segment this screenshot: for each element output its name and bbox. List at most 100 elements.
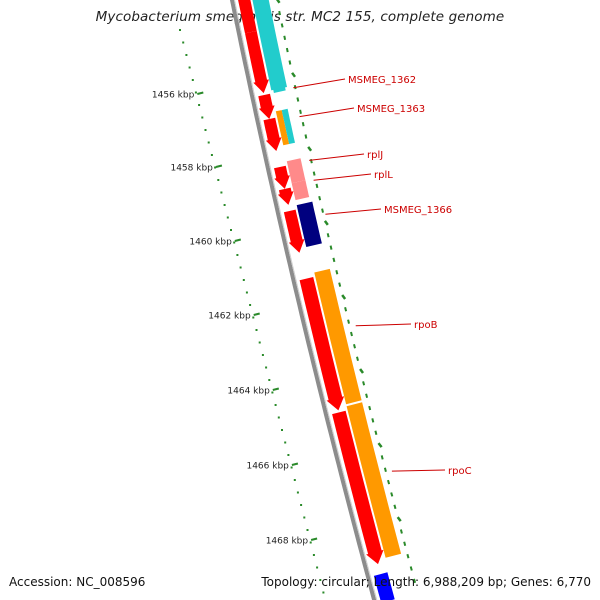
ruler-major-tick — [197, 91, 204, 95]
cds-feature-msmeg-1361[interactable] — [245, 30, 269, 94]
outer-tick — [387, 479, 391, 485]
outer-tick — [371, 418, 375, 423]
cds-feature-rpll[interactable] — [277, 187, 294, 205]
gene-leader-line — [391, 469, 446, 472]
genome-backbone-highlight — [234, 0, 378, 600]
orange-feature-rpob[interactable] — [314, 268, 362, 405]
outer-tick — [390, 492, 394, 497]
navy-feature-msmeg-1366[interactable] — [296, 201, 322, 247]
gene-leader-line — [313, 173, 372, 181]
outer-tick — [350, 331, 353, 337]
cds-feature-msmeg-1362[interactable] — [258, 93, 275, 119]
outer-tick — [383, 467, 387, 472]
ruler-dot — [230, 229, 232, 231]
outer-tick — [413, 578, 417, 584]
cds-feature-msmeg-1366[interactable] — [283, 209, 305, 253]
ruler-dot — [185, 54, 188, 56]
outer-tick — [338, 282, 342, 287]
outer-tick — [344, 307, 348, 312]
outer-tick — [406, 553, 410, 559]
ruler-major-tick — [272, 387, 280, 391]
ruler-dot — [223, 204, 226, 206]
ruler-major-tick — [234, 238, 242, 242]
gene-label[interactable]: rpoC — [448, 466, 472, 477]
blue-feature[interactable] — [373, 572, 395, 600]
cds-feature-msmeg-1363[interactable] — [263, 117, 282, 151]
rpll-feature[interactable] — [291, 180, 310, 201]
cyan-feature-msmeg-1363[interactable] — [281, 108, 295, 144]
map-title: Mycobacterium smegmatis str. MC2 155, co… — [95, 9, 505, 25]
outer-tick — [323, 220, 329, 226]
ruler-dot — [249, 304, 252, 306]
ruler-dot — [198, 104, 201, 106]
ruler-label: 1466 kbp — [246, 462, 289, 472]
ruler-dot — [296, 491, 299, 494]
orange-feature-msmeg-1363[interactable] — [275, 110, 290, 146]
ruler-dot — [220, 191, 223, 194]
ruler-dot — [182, 41, 185, 44]
gene-leader-line — [355, 323, 412, 327]
ruler-dot — [277, 416, 280, 419]
cds-feature[interactable] — [237, 0, 257, 34]
ruler-dot — [207, 141, 210, 144]
rplj-feature[interactable] — [286, 158, 306, 184]
cds-feature-rpoc[interactable] — [332, 410, 384, 565]
cds-feature-rplj[interactable] — [274, 165, 290, 189]
accession-text: Accession: NC_008596 — [9, 575, 146, 589]
outer-tick — [356, 356, 359, 361]
gene-label[interactable]: MSMEG_1363 — [357, 104, 425, 115]
ruler-dot — [236, 254, 239, 256]
ruler-label: 1458 kbp — [170, 164, 213, 174]
outer-tick — [329, 245, 333, 250]
ruler-major-tick — [253, 312, 260, 316]
gene-label[interactable]: MSMEG_1362 — [348, 75, 416, 86]
ruler-dot — [293, 479, 296, 481]
ruler-dot — [255, 329, 258, 331]
ruler-dot — [226, 216, 229, 219]
ruler-dot — [312, 554, 315, 556]
ruler-dot — [300, 504, 303, 506]
gene-label[interactable]: rplJ — [367, 150, 383, 161]
ruler-dot — [201, 116, 204, 119]
ruler-dot — [217, 179, 220, 181]
ruler-label: 1456 kbp — [152, 91, 195, 101]
ruler-dot — [271, 391, 274, 394]
ruler-dot — [233, 241, 236, 244]
outer-tick — [315, 183, 319, 189]
gene-label[interactable]: MSMEG_1366 — [384, 205, 452, 216]
gene-leader-line — [309, 153, 365, 161]
genome-backbone — [229, 0, 377, 600]
outer-tick — [347, 319, 350, 324]
outer-tick — [374, 430, 378, 435]
ruler-dot — [194, 91, 197, 94]
gene-label[interactable]: rpoB — [414, 320, 438, 331]
gene-label[interactable]: rplL — [374, 170, 393, 181]
genome-info-text: Topology: circular; Length: 6,988,209 bp… — [261, 575, 591, 589]
cds-feature-rpob[interactable] — [299, 277, 345, 411]
ruler-dot — [191, 79, 194, 81]
ruler-dot — [204, 129, 207, 131]
outer-tick — [301, 122, 305, 127]
gene-leader-line — [293, 78, 346, 89]
ruler-dot — [239, 266, 242, 269]
outer-tick — [341, 294, 347, 300]
outer-tick — [283, 35, 287, 40]
outer-tick — [332, 257, 336, 263]
ruler-dot — [309, 541, 312, 544]
ruler-dot — [303, 516, 306, 519]
outer-tick — [335, 270, 339, 275]
outer-tick — [368, 405, 372, 411]
outer-tick — [326, 233, 330, 238]
ruler-dot — [274, 404, 277, 406]
orange-feature-rpoc[interactable] — [346, 402, 402, 558]
cyan-feature[interactable] — [257, 12, 286, 94]
outer-tick — [307, 146, 313, 152]
ruler-dot — [210, 154, 213, 156]
ruler-label: 1468 kbp — [266, 537, 309, 547]
ruler-label: 1460 kbp — [189, 238, 232, 248]
outer-tick — [296, 97, 300, 102]
outer-tick — [291, 72, 297, 78]
outer-tick — [276, 0, 281, 4]
ruler-dot — [265, 366, 268, 369]
